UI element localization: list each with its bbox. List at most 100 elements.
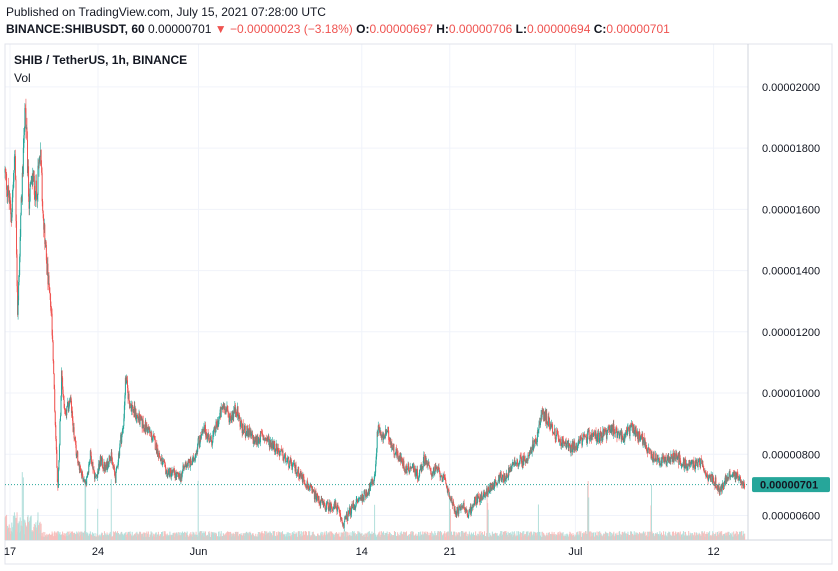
candle-body	[503, 473, 505, 482]
volume-bar	[117, 532, 119, 540]
volume-bar	[601, 535, 603, 540]
volume-bar	[309, 531, 311, 540]
candle-body	[174, 475, 176, 479]
volume-bar	[407, 536, 409, 540]
candle-body	[42, 201, 44, 212]
volume-bar	[378, 532, 380, 540]
volume-bar	[250, 532, 252, 540]
candle-body	[32, 176, 34, 185]
volume-bar	[657, 534, 659, 540]
volume-bar	[567, 534, 569, 540]
volume-bar	[491, 536, 493, 540]
volume-bar	[723, 534, 725, 540]
candle-body	[66, 407, 68, 416]
candle-body	[608, 426, 610, 429]
volume-bar	[526, 536, 528, 540]
candle-body	[616, 433, 618, 438]
volume-bar	[53, 532, 55, 540]
candle-body	[339, 512, 341, 514]
volume-bar	[693, 532, 695, 540]
candle-body	[237, 414, 239, 419]
volume-bar	[179, 535, 181, 540]
volume-bar	[554, 535, 556, 540]
volume-bar	[670, 534, 672, 540]
volume-bar	[359, 532, 361, 540]
candle-body	[32, 174, 34, 177]
volume-bar	[470, 536, 472, 540]
volume-bar	[274, 531, 276, 540]
candle-body	[294, 465, 296, 472]
volume-bar	[340, 536, 342, 540]
volume-bar	[479, 535, 481, 540]
volume-bar	[105, 534, 107, 540]
candle-body	[323, 502, 325, 504]
volume-bar	[680, 534, 682, 540]
candle-body	[448, 496, 450, 497]
volume-bar	[484, 536, 486, 540]
candle-body	[189, 462, 191, 467]
volume-bar	[282, 533, 284, 540]
volume-bar	[516, 536, 518, 540]
candle-body	[139, 415, 141, 425]
volume-bar	[125, 536, 127, 540]
volume-bar	[654, 535, 656, 540]
candle-body	[488, 490, 490, 492]
symbol-name[interactable]: BINANCE:SHIBUSDT, 60	[6, 22, 145, 36]
candle-body	[590, 436, 592, 440]
candle-body	[215, 421, 217, 424]
volume-bar	[599, 534, 601, 540]
candle-body	[720, 484, 722, 491]
candle-body	[384, 435, 386, 439]
volume-bar	[524, 533, 526, 540]
candle-body	[716, 488, 718, 490]
volume-bar	[131, 535, 133, 540]
volume-bar	[630, 531, 632, 540]
candle-body	[431, 474, 433, 477]
volume-bar	[679, 533, 681, 540]
volume-legend[interactable]: Vol	[14, 71, 31, 85]
volume-bar	[589, 536, 591, 540]
candle-body	[462, 504, 464, 509]
volume-bar	[389, 533, 391, 540]
candle-body	[511, 465, 513, 467]
candle-body	[8, 197, 10, 203]
volume-bar	[305, 532, 307, 540]
volume-bar	[464, 531, 466, 540]
time-axis[interactable]: 17 24 Jun 14 21 Jul 12	[4, 546, 720, 558]
volume-bar	[381, 534, 383, 540]
candle-body	[491, 483, 493, 488]
volume-bar	[338, 532, 340, 540]
volume-bar	[741, 531, 743, 540]
volume-bar	[406, 531, 408, 540]
candle-body	[9, 196, 11, 204]
volume-bar	[65, 533, 67, 540]
volume-bar	[668, 531, 670, 540]
volume-bar	[262, 533, 264, 540]
candle-body	[76, 454, 78, 456]
volume-bar	[203, 536, 205, 540]
candle-body	[210, 436, 212, 438]
volume-bar	[107, 534, 109, 540]
candle-body	[703, 470, 705, 473]
volume-bar	[697, 535, 699, 540]
chart-legend[interactable]: SHIB / TetherUS, 1h, BINANCE	[14, 53, 187, 67]
volume-bar	[711, 535, 713, 540]
volume-bar	[193, 532, 195, 540]
candle-body	[460, 506, 462, 508]
candle-body	[534, 439, 536, 442]
candle-body	[26, 127, 28, 140]
volume-bar	[253, 535, 255, 540]
candle-body	[89, 450, 91, 461]
volume-bar	[111, 536, 113, 540]
y-tick-label: 0.00002000	[762, 82, 820, 94]
volume-bar	[87, 535, 89, 540]
candle-body	[41, 172, 43, 202]
candle-body	[698, 461, 700, 463]
candle-body	[610, 425, 612, 430]
volume-bar	[661, 535, 663, 540]
volume-bar	[476, 535, 478, 540]
volume-bar	[593, 532, 595, 540]
volume-bar	[731, 532, 733, 540]
candle-body	[50, 306, 52, 313]
